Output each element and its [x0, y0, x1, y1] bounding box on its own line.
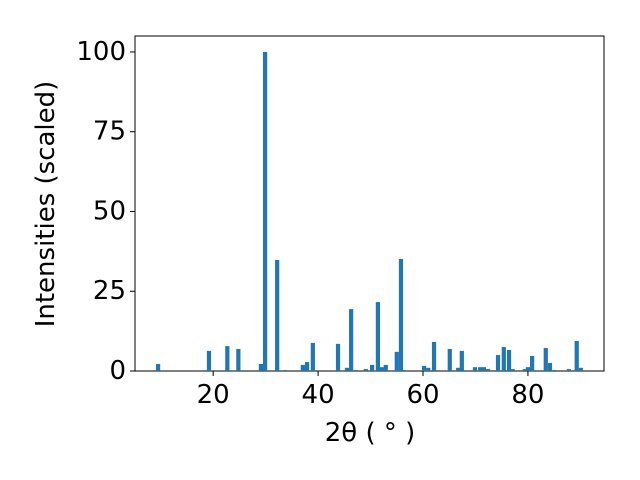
bar: [431, 341, 437, 371]
bar: [155, 363, 161, 371]
bar: [236, 348, 241, 371]
y-tick-label: 75: [93, 117, 126, 147]
y-tick-label: 25: [93, 276, 126, 306]
bar: [258, 363, 264, 371]
bar: [566, 369, 571, 371]
plot-frame: [134, 35, 605, 372]
bar: [394, 351, 399, 371]
bar: [578, 367, 584, 371]
bar: [398, 259, 404, 371]
bar: [370, 364, 375, 371]
bar: [506, 349, 512, 371]
y-axis-label: Intensities (scaled): [31, 81, 61, 328]
x-tick-label: 80: [511, 380, 544, 410]
bar: [300, 364, 305, 371]
bar: [478, 367, 483, 371]
bar: [530, 356, 535, 371]
bar: [310, 342, 315, 371]
bar: [456, 367, 461, 371]
y-tick-label: 50: [93, 196, 126, 226]
x-axis-label: 2θ ( ° ): [325, 418, 416, 448]
bar: [501, 347, 506, 371]
x-tick-label: 20: [197, 380, 230, 410]
bar: [344, 367, 350, 371]
bar: [304, 362, 310, 371]
bar: [375, 302, 380, 371]
y-tick-label: 100: [76, 37, 126, 67]
bar: [472, 367, 478, 371]
bar: [335, 343, 341, 371]
bar: [495, 355, 501, 371]
bar: [447, 348, 452, 371]
bar: [525, 367, 531, 371]
bar: [459, 350, 464, 371]
bar: [574, 341, 579, 371]
bar: [552, 370, 557, 371]
bar: [282, 370, 288, 371]
bar: [379, 367, 385, 371]
bar: [263, 51, 268, 371]
bar: [426, 367, 431, 371]
bar: [275, 259, 280, 371]
bar: [510, 369, 515, 371]
bar: [543, 348, 548, 371]
bar: [383, 364, 388, 371]
x-tick-label: 40: [302, 380, 335, 410]
bar: [206, 350, 212, 371]
bar: [421, 365, 427, 371]
y-tick-label: 0: [109, 356, 126, 386]
bar: [522, 369, 527, 371]
x-tick-label: 60: [406, 380, 439, 410]
bar: [547, 363, 553, 371]
bar: [353, 370, 358, 371]
bar: [225, 346, 230, 371]
bar: [349, 309, 354, 371]
bar: [485, 369, 491, 371]
bar: [402, 370, 407, 371]
bar: [481, 367, 486, 371]
bar: [363, 369, 368, 371]
